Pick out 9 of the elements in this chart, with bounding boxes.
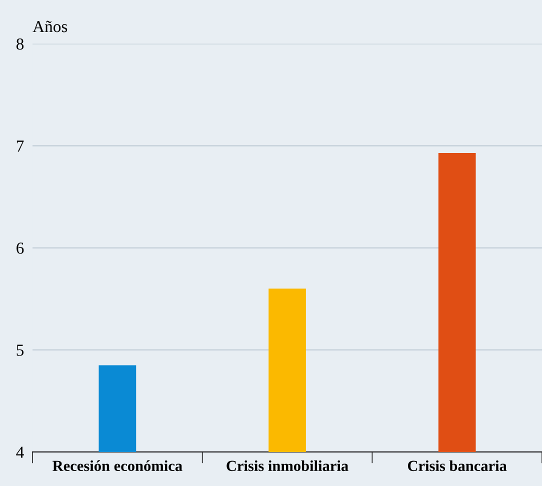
- x-tick-label: Crisis inmobiliaria: [226, 460, 348, 472]
- y-tick-label: 5: [16, 344, 24, 356]
- y-axis-title: Años: [32, 20, 68, 32]
- y-tick-label: 8: [16, 38, 24, 50]
- x-tick-label: Crisis bancaria: [408, 460, 507, 472]
- y-tick-label: 4: [16, 446, 24, 458]
- y-tick-label: 7: [16, 140, 24, 152]
- y-tick-label: 6: [16, 242, 24, 254]
- x-tick-label: Recesión económica: [52, 460, 182, 472]
